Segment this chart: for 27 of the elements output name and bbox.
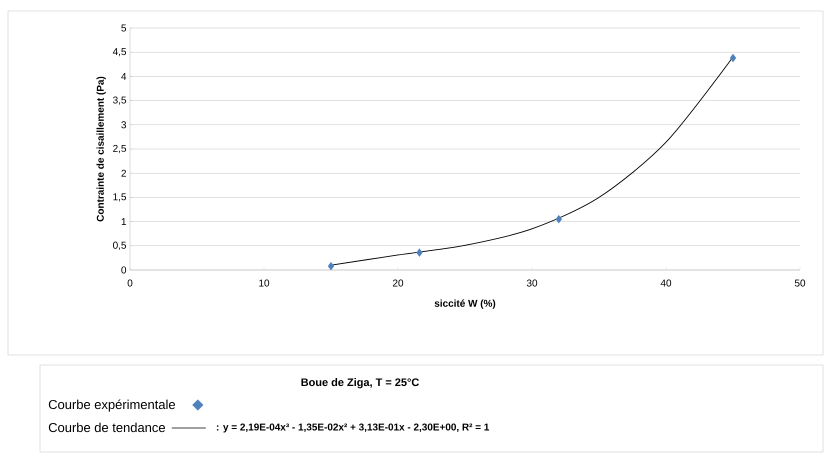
x-tick-label: 50 xyxy=(794,280,806,287)
x-tick-label: 30 xyxy=(526,280,538,287)
x-tick-label: 40 xyxy=(660,280,672,287)
y-tick-label: 1 xyxy=(122,218,126,226)
point xyxy=(328,262,334,270)
y-tick-label: 4 xyxy=(121,72,126,80)
x-axis-title: siccité W (%) xyxy=(434,299,496,309)
text: : y = 2,19E-04x³ - 1,35E-02x² + 3,13E-01x - 2,30E+00, R² = 1 xyxy=(216,423,490,433)
y-tick-label: 0 xyxy=(121,266,126,274)
y-tick-label: 2,5 xyxy=(113,144,126,154)
legend-label: Courbe de tendance xyxy=(48,422,165,432)
x-tick-label: 20 xyxy=(392,280,404,287)
legend-label: Courbe expérimentale xyxy=(48,399,176,412)
point xyxy=(730,54,736,62)
x-tick-label: 10 xyxy=(259,280,270,287)
y-axis-title: Contrainte de cisaillement (Pa) xyxy=(96,76,106,222)
legend-title: Boue de Ziga, T = 25°C xyxy=(301,378,419,388)
point xyxy=(416,248,423,257)
y-tick-label: 2 xyxy=(121,170,126,177)
y-tick-label: 0,5 xyxy=(113,242,126,250)
y-tick-label: 3,5 xyxy=(113,96,126,105)
point xyxy=(556,214,562,224)
y-tick-label: 1,5 xyxy=(113,193,126,202)
x-tick-label: 0 xyxy=(128,280,132,287)
y-tick-label: 3 xyxy=(121,121,126,128)
y-tick-label: 4,5 xyxy=(112,48,126,56)
y-tick-label: 5 xyxy=(121,24,126,32)
